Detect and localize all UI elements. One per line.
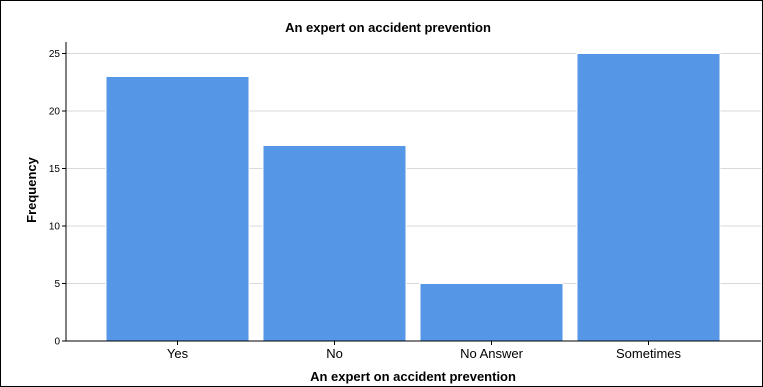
y-tick-label: 15 — [49, 164, 61, 175]
bar-sometimes — [576, 53, 721, 342]
bar-no-answer — [419, 283, 564, 342]
y-tick-label: 25 — [49, 49, 61, 60]
y-axis-ticks: 0 5 10 15 20 25 — [49, 49, 66, 348]
x-tick-label: No — [326, 346, 343, 361]
x-axis-title: An expert on accident prevention — [310, 369, 516, 384]
bar-no — [262, 145, 407, 342]
y-tick-label: 10 — [49, 222, 61, 233]
chart-title: An expert on accident prevention — [285, 20, 491, 35]
bars — [105, 53, 721, 342]
y-axis-title: Frequency — [24, 156, 39, 223]
x-tick-label: Sometimes — [616, 346, 682, 361]
y-tick-label: 5 — [54, 279, 60, 290]
y-tick-label: 0 — [54, 337, 60, 348]
x-tick-label: No Answer — [460, 346, 524, 361]
x-tick-label: Yes — [167, 346, 189, 361]
x-axis-ticks: Yes No No Answer Sometimes — [167, 341, 682, 361]
bar-yes — [105, 76, 250, 342]
y-tick-label: 20 — [49, 107, 61, 118]
